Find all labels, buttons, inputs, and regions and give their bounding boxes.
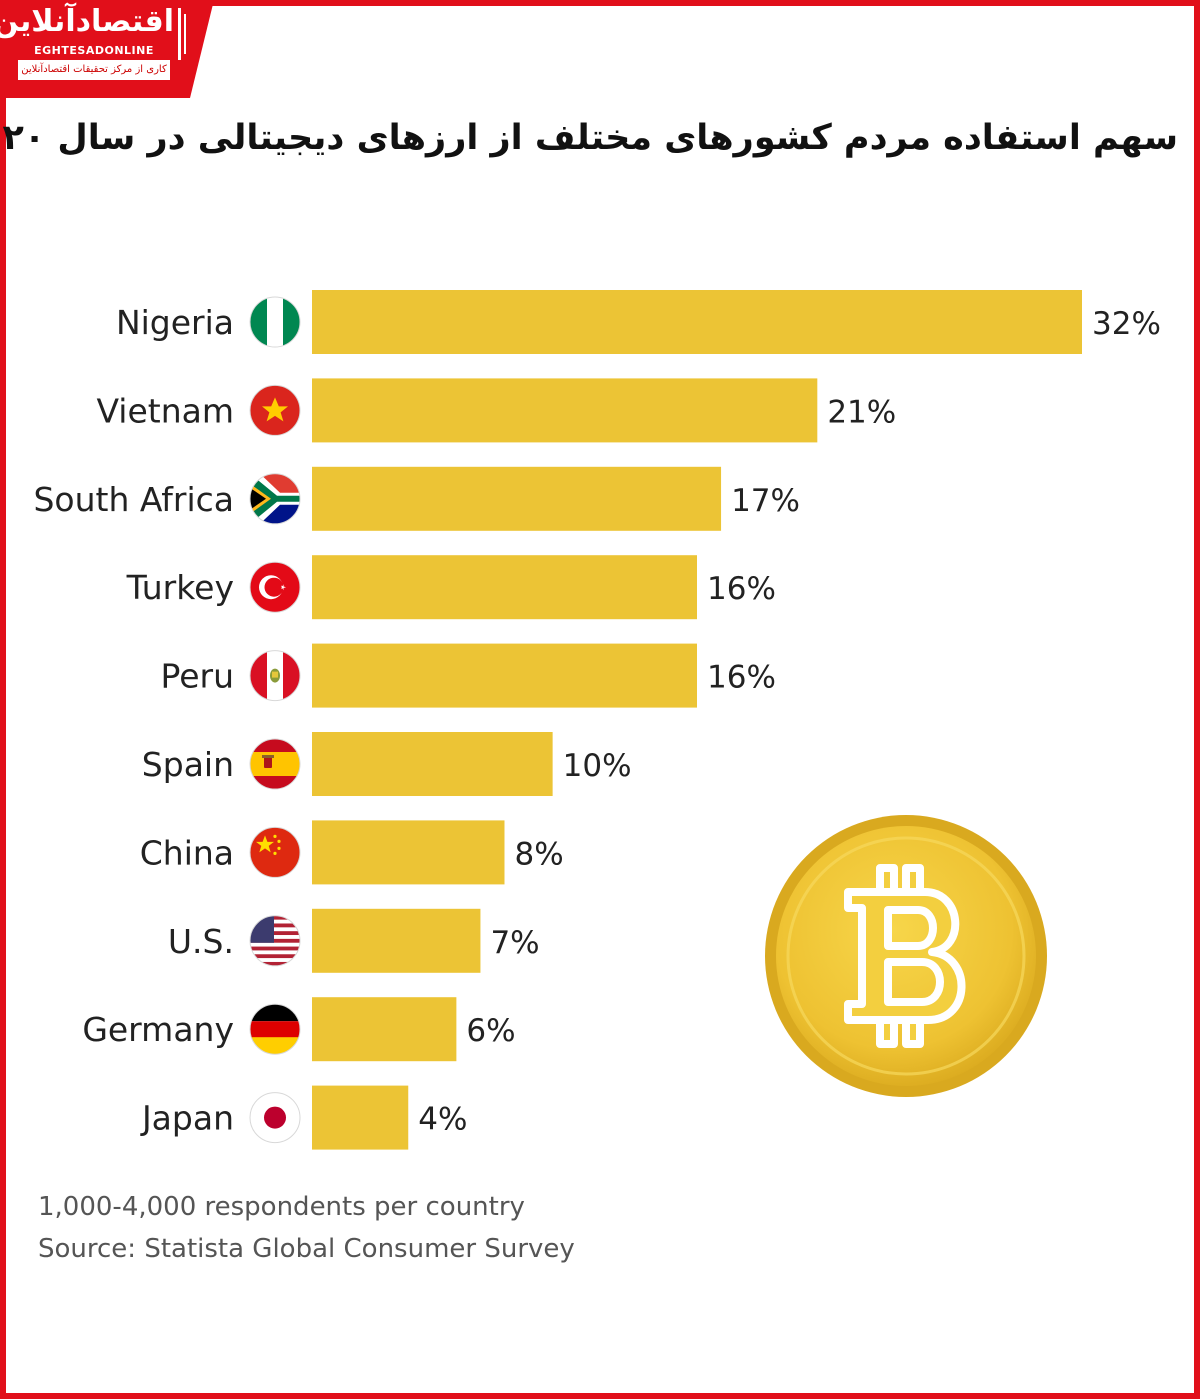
chart-title: سهم استفاده مردم کشورهای مختلف از ارزهای… — [0, 118, 1178, 158]
bar — [312, 466, 722, 531]
respondents-note: 1,000-4,000 respondents per country — [38, 1192, 525, 1222]
bar — [312, 643, 697, 708]
value-label: 6% — [466, 1013, 515, 1049]
japan-flag-icon — [249, 1092, 301, 1144]
value-label: 7% — [490, 925, 539, 961]
value-label: 21% — [827, 394, 896, 430]
bar — [312, 378, 818, 443]
brand-tagline: کاری از مرکز تحقیقات اقتصادآنلاین — [18, 60, 170, 80]
category-label: U.S. — [168, 922, 234, 961]
china-flag-icon — [249, 826, 301, 878]
value-label: 4% — [418, 1102, 467, 1138]
bar — [312, 997, 457, 1062]
bar — [312, 290, 1082, 354]
value-label: 16% — [707, 571, 776, 607]
peru-flag-icon — [249, 650, 301, 702]
value-label: 32% — [1092, 306, 1161, 342]
us-flag-icon — [249, 915, 301, 967]
bar — [312, 732, 553, 796]
category-label: Nigeria — [116, 303, 234, 342]
source-note: Source: Statista Global Consumer Survey — [38, 1234, 575, 1264]
value-label: 17% — [731, 483, 800, 519]
value-label: 8% — [515, 836, 564, 872]
category-label: Germany — [82, 1010, 234, 1049]
vietnam-flag-icon — [249, 384, 301, 436]
category-label: Vietnam — [96, 391, 234, 430]
bitcoin-coin-icon — [765, 815, 1047, 1097]
bar — [312, 555, 697, 620]
turkey-flag-icon — [249, 561, 301, 613]
brand-latin-name: EGHTESADONLINE — [34, 44, 154, 57]
germany-flag-icon — [249, 1003, 301, 1055]
brand-name: اقتصادآنلاین — [0, 4, 174, 39]
south-africa-flag-icon — [249, 473, 301, 525]
category-label: Japan — [140, 1099, 234, 1138]
bar — [312, 820, 505, 885]
category-label: South Africa — [33, 480, 234, 519]
spain-flag-icon — [249, 738, 301, 790]
category-label: Turkey — [126, 568, 234, 607]
nigeria-flag-icon — [249, 296, 301, 348]
category-label: China — [140, 833, 234, 872]
category-label: Peru — [160, 657, 234, 696]
bar — [312, 908, 481, 973]
value-label: 10% — [563, 748, 632, 784]
bar — [312, 1085, 409, 1150]
value-label: 16% — [707, 660, 776, 696]
category-label: Spain — [142, 745, 234, 784]
